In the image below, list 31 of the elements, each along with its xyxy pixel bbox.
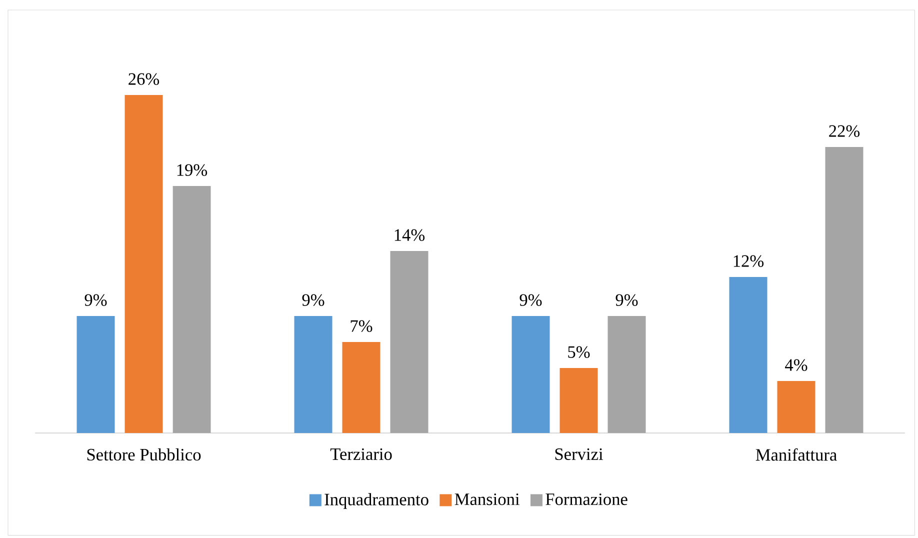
data-label: 26% (128, 73, 160, 85)
data-label: 19% (177, 164, 208, 176)
data-label: 7% (350, 320, 372, 332)
bar (172, 186, 211, 433)
bar (608, 316, 646, 433)
bar (124, 94, 163, 433)
data-label: 4% (785, 359, 808, 371)
bar (390, 250, 428, 433)
legend-label: Formazione (546, 493, 628, 506)
bar (560, 368, 598, 433)
bar (729, 276, 768, 433)
bar (512, 316, 550, 433)
data-label: 9% (302, 294, 324, 306)
data-label: 12% (734, 255, 764, 267)
x-tick-label: Terziario (330, 448, 392, 460)
legend-label: Inquadramento (324, 493, 428, 509)
bar (777, 380, 816, 433)
data-label: 9% (520, 294, 542, 306)
bar (76, 316, 115, 433)
data-label: 9% (84, 294, 107, 306)
x-tick-label: Servizi (555, 448, 603, 460)
data-label: 5% (568, 346, 590, 358)
bar (342, 342, 380, 433)
bar (825, 146, 864, 433)
x-tick-label: Manifattura (756, 448, 837, 461)
data-label: 22% (829, 125, 860, 137)
data-label: 14% (394, 229, 425, 241)
bar (294, 316, 332, 433)
legend-label: Mansioni (454, 493, 520, 506)
data-label: 9% (616, 294, 638, 306)
x-tick-label: Settore Pubblico (87, 448, 201, 461)
